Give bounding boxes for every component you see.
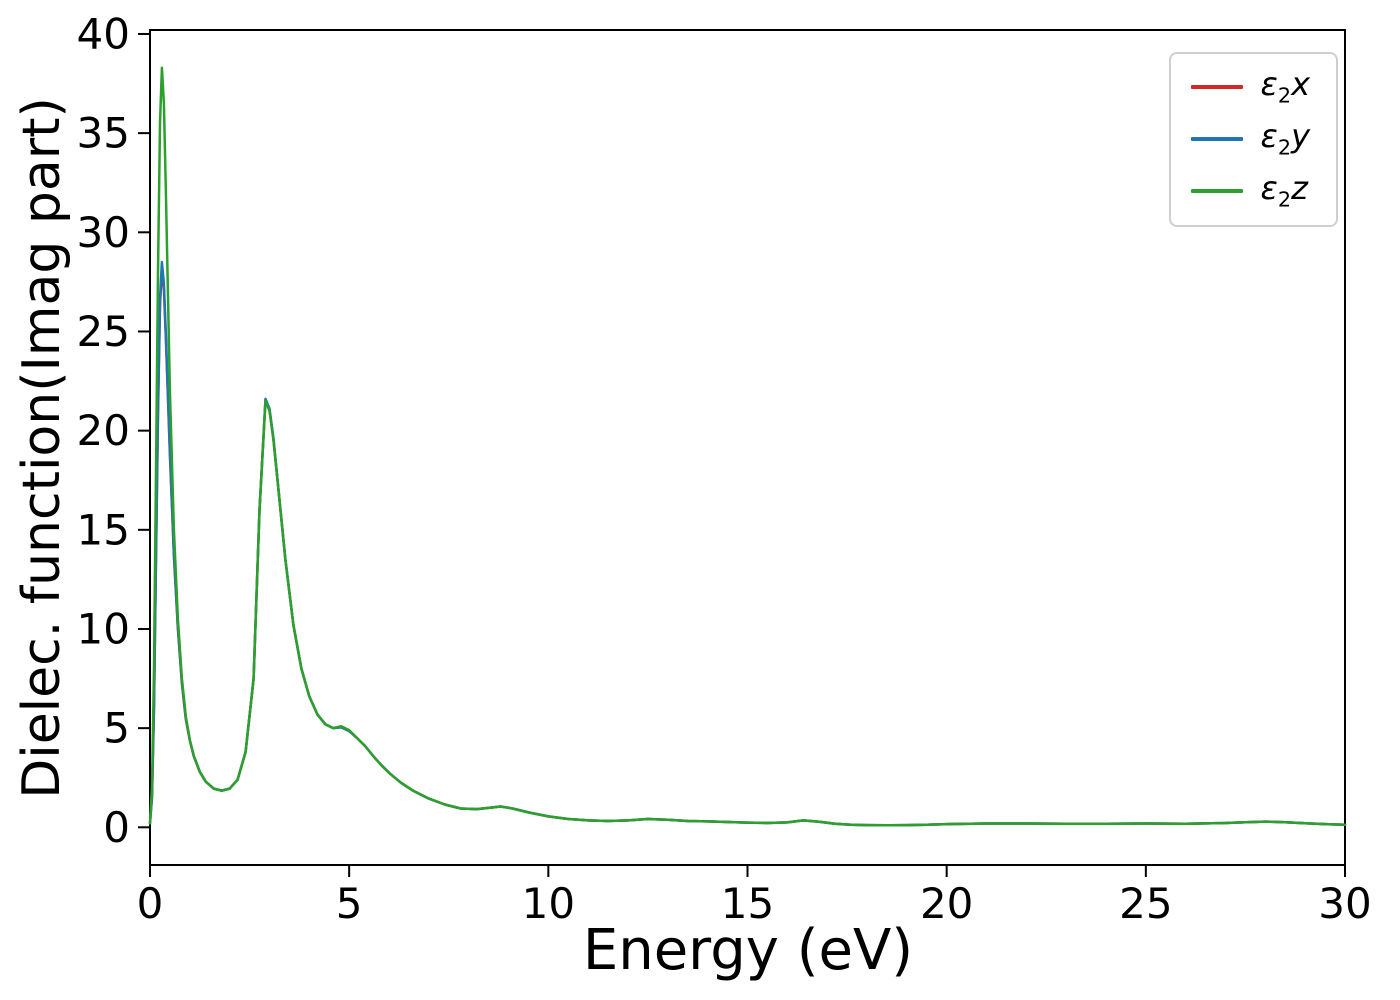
y-tick-label: 0: [103, 803, 130, 852]
y-tick-label: 15: [77, 505, 130, 554]
legend-item-e2y: ε2y: [1190, 117, 1310, 160]
x-tick-label: 10: [522, 879, 575, 928]
legend-line-e2x: [1190, 85, 1243, 90]
x-tick-label: 30: [1318, 879, 1371, 928]
x-axis-label: Energy (eV): [582, 918, 914, 983]
y-tick-label: 20: [77, 406, 130, 455]
legend-line-e2z: [1190, 189, 1243, 194]
y-tick-label: 35: [77, 109, 130, 158]
y-tick-label: 25: [77, 307, 130, 356]
legend-label-e2z: ε2z: [1260, 169, 1308, 212]
legend: ε2x ε2y ε2z: [1168, 52, 1338, 227]
y-axis-label: Dielec. function(Imag part): [12, 97, 72, 799]
y-tick-label: 30: [77, 208, 130, 257]
legend-line-e2y: [1190, 137, 1243, 142]
y-tick-label: 10: [77, 604, 130, 653]
plot-frame: [149, 29, 1346, 866]
y-tick-label: 5: [103, 704, 130, 753]
x-tick-label: 20: [920, 879, 973, 928]
series-line-e2z: [148, 66, 1347, 827]
series-line-e2y: [148, 260, 1347, 827]
x-tick-label: 25: [1119, 879, 1172, 928]
legend-item-e2x: ε2x: [1190, 65, 1310, 108]
x-tick-label: 0: [137, 879, 164, 928]
y-tick-label: 40: [77, 9, 130, 58]
legend-item-e2z: ε2z: [1190, 169, 1310, 212]
legend-label-e2y: ε2y: [1260, 117, 1310, 160]
x-tick-label: 5: [336, 879, 363, 928]
legend-label-e2x: ε2x: [1260, 65, 1310, 108]
x-tick-label: 15: [721, 879, 774, 928]
series-line-e2x: [148, 266, 1347, 827]
